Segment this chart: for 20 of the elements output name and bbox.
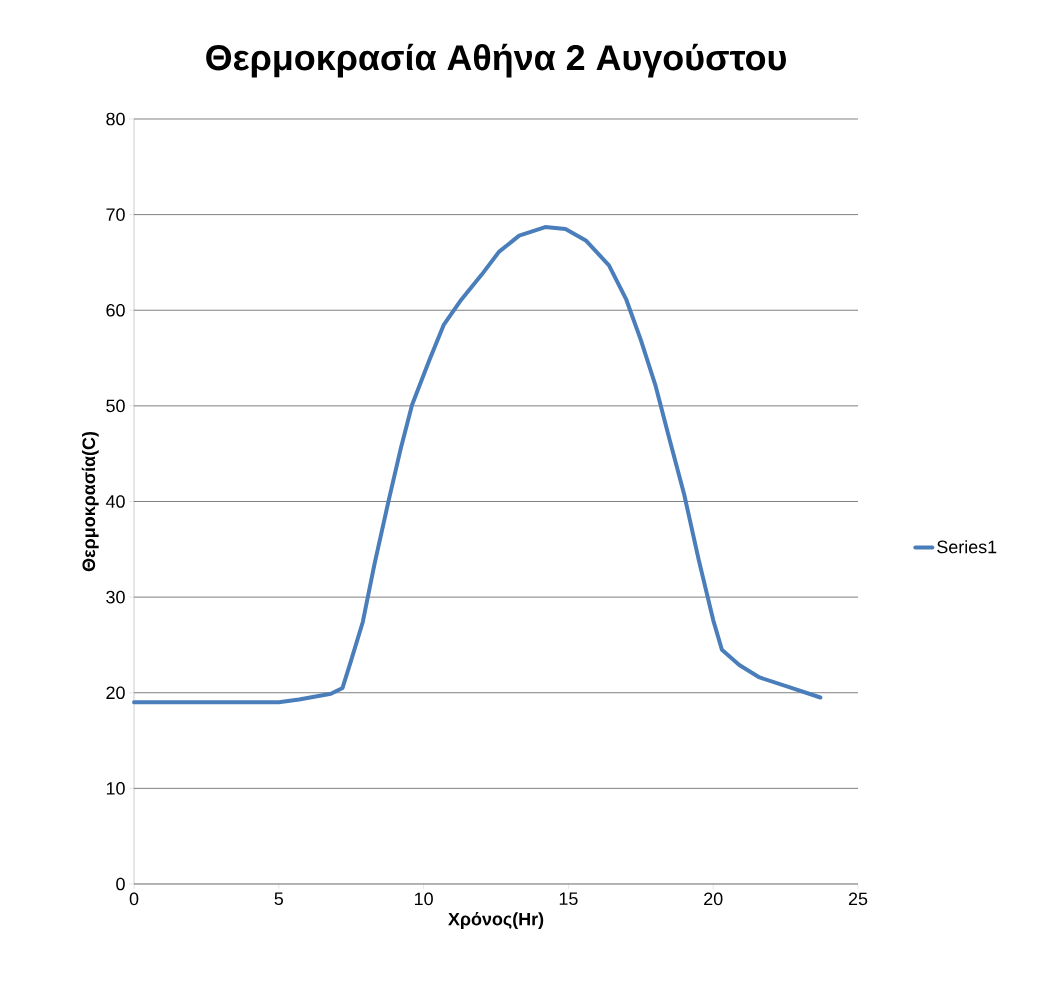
x-tick-label: 10 [415, 892, 433, 906]
y-tick-label: 0 [116, 877, 125, 891]
y-tick-label: 20 [106, 686, 125, 700]
y-tick-label: 60 [106, 303, 125, 317]
chart-title: Θερμοκρασία Αθήνα 2 Αυγούστου [206, 43, 786, 78]
x-tick-label: 0 [129, 892, 139, 906]
line-series [132, 225, 823, 705]
y-axis-title: Θερμοκρασία(C) [81, 431, 99, 572]
y-tick-label: 40 [105, 495, 125, 508]
y-tick-label: 10 [106, 782, 125, 795]
x-tick-label: 25 [848, 892, 868, 906]
x-tick-label: 15 [559, 892, 578, 906]
x-tick-label: 5 [274, 892, 284, 906]
legend-label: Series1 [937, 540, 997, 554]
x-tick-label: 20 [704, 892, 723, 906]
y-tick-label: 30 [106, 590, 125, 604]
y-tick-label: 80 [106, 112, 125, 126]
y-tick-label: 70 [106, 208, 125, 221]
y-tick-label: 50 [106, 399, 125, 413]
x-axis-title: Χρόνος(Hr) [448, 912, 544, 929]
